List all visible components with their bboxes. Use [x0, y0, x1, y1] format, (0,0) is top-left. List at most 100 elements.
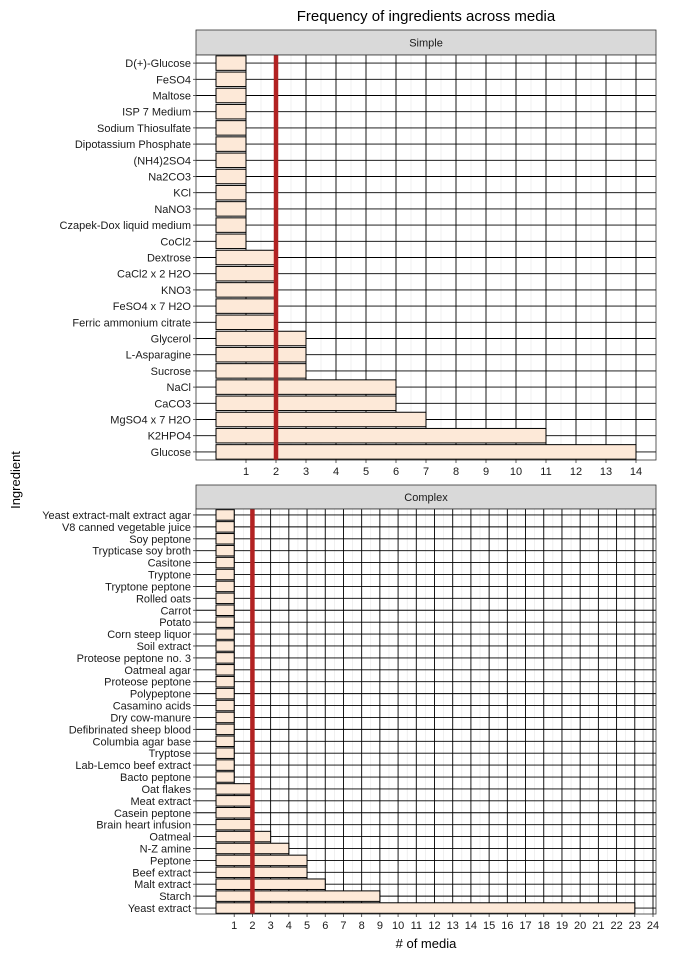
y-tick-label: Defibrinated sheep blood	[69, 724, 191, 736]
bar	[215, 675, 235, 688]
bar	[215, 604, 235, 616]
bar	[215, 687, 235, 700]
y-tick-label: NaCl	[167, 382, 191, 394]
x-tick-label: 4	[333, 466, 339, 478]
facet-strip	[195, 484, 657, 510]
x-tick-label: 10	[392, 920, 404, 932]
x-tick-label: 7	[340, 920, 346, 932]
bar	[215, 807, 253, 819]
bar	[215, 795, 253, 807]
y-tick-label: Casein peptone	[114, 808, 191, 820]
facet-strip-label: Complex	[404, 492, 448, 504]
bar	[215, 664, 235, 676]
bar	[215, 533, 235, 545]
y-tick-label: Oatmeal	[149, 832, 191, 844]
bar	[215, 71, 247, 88]
bar	[215, 346, 307, 363]
y-tick-label: CoCl2	[160, 236, 191, 248]
x-tick-label: 21	[592, 920, 604, 932]
y-tick-label: FeSO4	[156, 74, 191, 86]
x-tick-label: 6	[393, 466, 399, 478]
y-tick-label: Oatmeal agar	[124, 665, 191, 677]
x-tick-label: 5	[304, 920, 310, 932]
y-tick-label: Brain heart infusion	[96, 820, 191, 832]
bar	[215, 544, 235, 557]
y-tick-label: Maltose	[152, 91, 191, 103]
bar	[215, 759, 235, 771]
bar	[215, 652, 235, 664]
x-tick-label: 14	[465, 920, 477, 932]
x-tick-label: 17	[519, 920, 531, 932]
y-tick-label: Glycerol	[151, 334, 191, 346]
x-tick-label: 9	[483, 466, 489, 478]
y-tick-label: Tryptone	[148, 570, 191, 582]
bar	[215, 136, 247, 152]
y-tick-label: Bacto peptone	[120, 772, 191, 784]
x-tick-label: 4	[286, 920, 292, 932]
bar	[215, 735, 235, 748]
y-tick-label: Meat extract	[130, 796, 191, 808]
bar	[215, 363, 307, 379]
x-tick-label: 3	[268, 920, 274, 932]
y-tick-label: Dipotassium Phosphate	[75, 139, 191, 151]
y-tick-label: Yeast extract-malt extract agar	[42, 510, 191, 522]
bar	[215, 854, 308, 867]
y-tick-label: KNO3	[161, 285, 191, 297]
y-tick-label: Malt extract	[134, 879, 191, 891]
bar	[215, 233, 247, 250]
x-tick-label: 16	[501, 920, 513, 932]
y-tick-label: N-Z amine	[140, 843, 191, 855]
y-tick-label: Dry cow-manure	[110, 712, 191, 724]
x-tick-label: 20	[574, 920, 586, 932]
bar	[215, 330, 307, 347]
y-tick-label: FeSO4 x 7 H2O	[113, 301, 192, 313]
y-tick-label: Corn steep liquor	[107, 629, 191, 641]
bar	[215, 711, 235, 724]
y-tick-label: Rolled oats	[136, 593, 192, 605]
y-tick-label: Sucrose	[151, 366, 191, 378]
bar	[215, 103, 247, 120]
bar	[215, 184, 247, 201]
y-tick-label: Dextrose	[147, 253, 191, 265]
x-tick-label: 10	[510, 466, 522, 478]
bar	[215, 201, 247, 217]
bar	[215, 818, 253, 831]
y-tick-label: Columbia agar base	[93, 736, 191, 748]
bar	[215, 427, 547, 444]
bar	[215, 152, 247, 169]
bar	[215, 830, 272, 843]
y-tick-label: Potato	[159, 617, 191, 629]
bar	[215, 747, 235, 759]
bar	[215, 379, 397, 395]
y-tick-label: Glucose	[151, 447, 191, 459]
y-tick-label: NaNO3	[154, 204, 191, 216]
x-tick-label: 2	[273, 466, 279, 478]
y-tick-label: Yeast extract	[128, 903, 191, 915]
x-tick-label: 5	[363, 466, 369, 478]
facet-panel-complex: Complex Yeast extract-malt extract agarV8…	[42, 484, 659, 932]
x-tick-label: 2	[249, 920, 255, 932]
facet-strip	[195, 29, 657, 56]
x-tick-label: 19	[556, 920, 568, 932]
x-tick-label: 11	[411, 920, 422, 932]
facet-strip-label: Simple	[409, 38, 443, 50]
x-tick-label: 22	[610, 920, 622, 932]
bar	[215, 890, 381, 902]
x-tick-label: 8	[359, 920, 365, 932]
x-tick-label: 15	[483, 920, 495, 932]
y-tick-label: Lab-Lemco beef extract	[75, 760, 191, 772]
x-tick-label: 1	[243, 466, 249, 478]
bar	[215, 902, 636, 914]
y-tick-label: Proteose peptone	[104, 677, 191, 689]
y-tick-label: Soy peptone	[129, 534, 191, 546]
bar	[215, 55, 247, 71]
bar	[215, 282, 277, 298]
y-tick-label: Peptone	[150, 855, 191, 867]
bar	[215, 592, 235, 605]
x-tick-label: 14	[630, 466, 642, 478]
y-tick-label: Trypticase soy broth	[92, 546, 191, 558]
chart-title: Frequency of ingredients across media	[297, 8, 556, 25]
y-tick-label: V8 canned vegetable juice	[62, 522, 191, 534]
y-tick-label: Soil extract	[137, 641, 191, 653]
